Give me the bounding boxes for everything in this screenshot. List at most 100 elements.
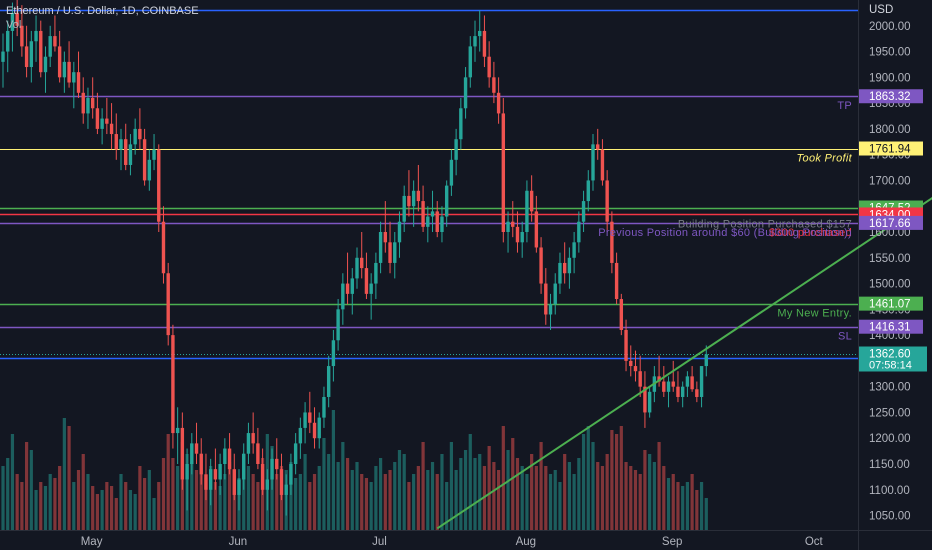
plot-area <box>0 0 858 530</box>
time-tick: Jul <box>372 536 387 548</box>
candle-body <box>204 474 208 490</box>
volume-bar <box>445 482 449 530</box>
volume-bar <box>369 482 373 530</box>
volume-bar <box>29 450 33 530</box>
price-tick: 1900.00 <box>869 72 911 84</box>
price-tag <box>859 215 923 230</box>
candle-body <box>194 443 199 454</box>
volume-bar <box>81 454 85 530</box>
volume-bar <box>176 466 180 530</box>
volume-bar <box>397 450 402 530</box>
price-tick: 1250.00 <box>869 407 911 419</box>
candle-body <box>610 221 614 263</box>
volume-bar <box>553 470 557 530</box>
candle-body <box>20 25 24 47</box>
volume-bar <box>468 434 472 530</box>
volume-bar <box>341 442 345 530</box>
volume-bar <box>610 430 614 530</box>
candle-body <box>662 381 666 392</box>
volume-bar <box>629 466 633 530</box>
volume-bar <box>463 450 468 530</box>
candle-body <box>180 427 185 480</box>
candle-body <box>378 232 383 263</box>
volume-bar <box>355 462 359 530</box>
candle-body <box>308 412 312 423</box>
level-label: My New Entry. <box>777 308 852 320</box>
candle-body <box>591 144 595 181</box>
price-tick: 1100.00 <box>869 485 910 497</box>
volume-bar <box>308 482 312 530</box>
candle-body <box>199 453 203 475</box>
candle-body <box>402 195 406 222</box>
price-tick: 1800.00 <box>869 124 911 136</box>
candle-body <box>260 464 265 490</box>
candle-body <box>86 97 90 114</box>
price-tick: 1150.00 <box>869 459 910 471</box>
candle-body <box>279 469 284 495</box>
volume-bar <box>124 482 128 530</box>
volume-bar <box>515 458 520 530</box>
volume-bar <box>143 478 147 530</box>
candle-body <box>463 77 468 109</box>
volume-bar <box>567 462 571 530</box>
volume-bar <box>695 490 699 530</box>
volume-bar <box>289 462 293 530</box>
volume-bar <box>298 474 302 530</box>
volume-bar <box>25 442 29 530</box>
volume-bar <box>681 486 685 530</box>
volume-bar <box>256 482 260 530</box>
candle-body <box>459 108 463 140</box>
candle-body <box>577 221 581 243</box>
candle-body <box>685 376 690 387</box>
volume-bar <box>336 462 340 530</box>
volume-bar <box>105 482 109 530</box>
volume-bar <box>435 474 439 530</box>
volume-bar <box>402 454 406 530</box>
level-label: Building Position Purchased $157 <box>678 218 852 230</box>
candle-body <box>336 309 340 341</box>
volume-bar <box>294 478 298 530</box>
candle-body <box>10 12 15 31</box>
volume-bar <box>62 418 66 530</box>
candle-body <box>345 283 350 294</box>
candle-body <box>369 283 373 294</box>
volume-bar <box>58 466 62 530</box>
candle-body <box>666 381 671 392</box>
candle-body <box>119 139 123 150</box>
volume-bar <box>322 438 326 530</box>
volume-bar <box>685 482 689 530</box>
price-tag <box>859 319 923 334</box>
volume-bar <box>327 454 331 530</box>
price-tick: 1200.00 <box>869 433 911 445</box>
candle-body <box>43 56 48 73</box>
candle-body <box>416 190 421 202</box>
candle-body <box>478 30 482 37</box>
candle-body <box>501 113 506 233</box>
candle-body <box>138 128 142 140</box>
volume-bar <box>246 466 251 530</box>
volume-bar <box>652 462 656 530</box>
candle-body <box>680 386 685 397</box>
candle-body <box>166 273 170 336</box>
candle-body <box>572 242 576 258</box>
volume-bar <box>223 474 227 530</box>
volume-bar <box>119 474 123 530</box>
time-tick: Aug <box>516 536 536 548</box>
price-tag-label: 1416.31 <box>869 322 911 334</box>
candle-body <box>511 221 515 227</box>
candle-body <box>619 299 624 330</box>
time-tick: Jun <box>229 536 248 548</box>
candle-body <box>407 195 411 207</box>
candle-body <box>326 366 331 397</box>
candle-body <box>647 391 652 413</box>
candle-body <box>341 283 345 310</box>
price-tick: 1550.00 <box>869 253 911 265</box>
countdown-timer: 07:58:14 <box>869 360 912 372</box>
candle-body <box>671 381 675 387</box>
volume-bar <box>39 482 43 530</box>
price-tick: 1500.00 <box>869 279 911 291</box>
candle-body <box>558 262 562 284</box>
candle-body <box>208 469 213 490</box>
volume-bar <box>383 474 387 530</box>
